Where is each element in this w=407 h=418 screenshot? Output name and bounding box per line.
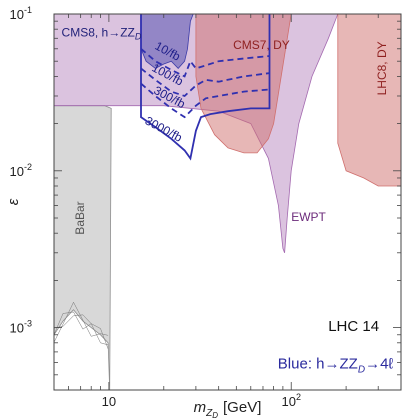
region-label-lhc8-dy: LHC8, DY <box>375 41 389 95</box>
projection-label-3000-fb: 3000/fb <box>143 114 185 145</box>
y-tick-label: 10-2 <box>10 162 32 179</box>
babar-detail-line <box>54 314 109 346</box>
region-cms8-h-zzd <box>140 14 194 69</box>
region-label-cms8-h-zzd: CMS8, h→ZZD <box>62 25 142 41</box>
region-babar <box>54 105 112 390</box>
x-tick-label: 10 <box>102 394 116 409</box>
region-label-cms7-dy: CMS7, DY <box>233 38 290 52</box>
axis-ticks: 10 102 10-3 10-2 10-1 <box>10 5 402 409</box>
x-axis-symbol: m <box>194 399 207 416</box>
projection-curves <box>140 14 271 161</box>
y-tick-label: 10-1 <box>10 5 32 22</box>
projection-100-fb <box>140 67 270 98</box>
annotation-legend-note: Blue: h→ZZD→4ℓ <box>278 355 394 375</box>
babar-detail-line <box>54 301 109 343</box>
region-label-babar: BaBar <box>73 201 87 234</box>
babar-detail-line <box>54 311 109 349</box>
region-cms7-dy <box>195 14 292 154</box>
x-tick-label: 102 <box>281 392 300 409</box>
x-axis-subsubscript: D <box>212 411 218 418</box>
x-axis-unit: [GeV] <box>223 399 261 416</box>
region-lhc8-dy <box>337 14 401 187</box>
x-axis-subscript: Z <box>205 408 213 418</box>
annotation-lhc14: LHC 14 <box>328 318 379 335</box>
plot-frame <box>53 13 402 391</box>
region-label-ewpt: EWPT <box>291 210 326 224</box>
y-axis-title: ε <box>5 198 22 205</box>
projection-10-fb <box>140 48 270 78</box>
projection-3000-fb <box>140 14 271 161</box>
y-tick-label: 10-3 <box>10 319 32 336</box>
projection-300-fb <box>140 82 270 119</box>
x-axis-title: mZD [GeV] <box>194 399 262 418</box>
